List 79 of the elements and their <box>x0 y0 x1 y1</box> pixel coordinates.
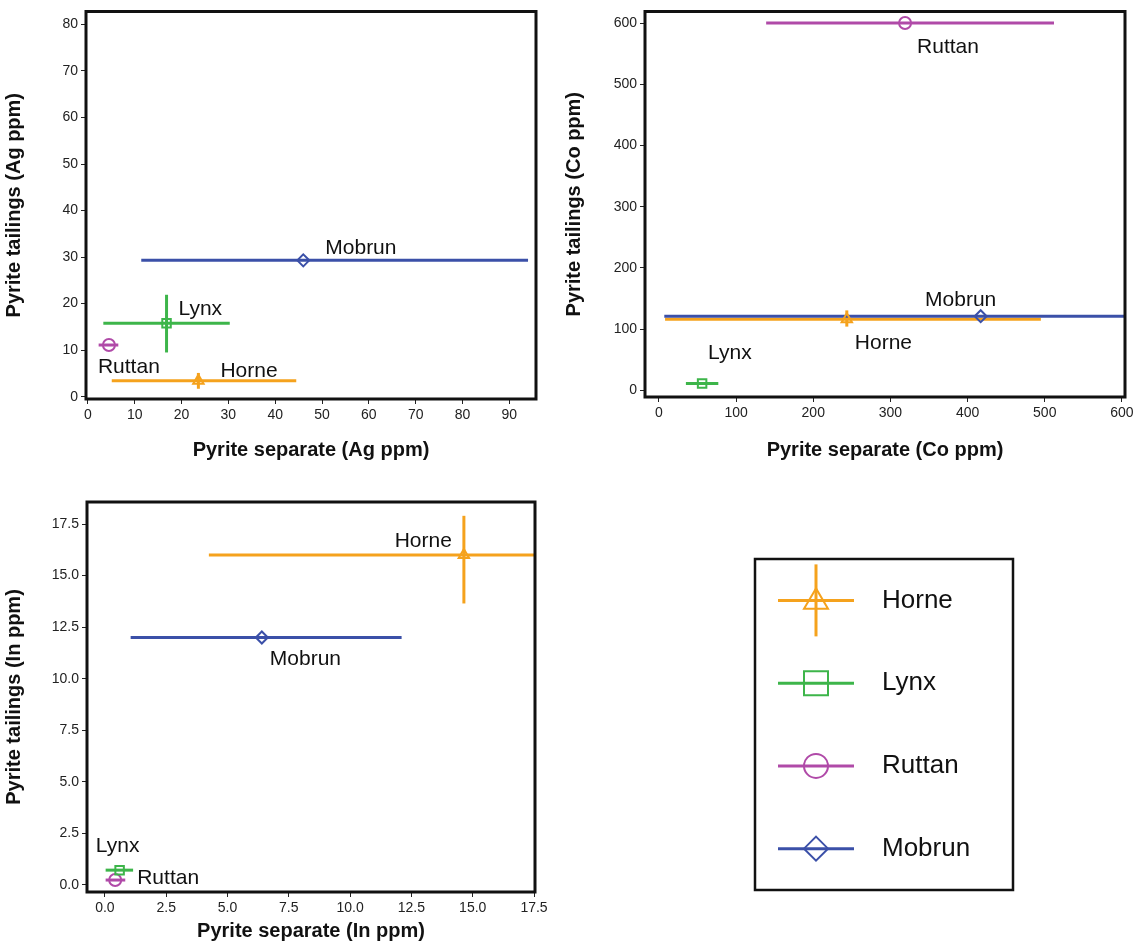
point <box>254 630 269 645</box>
point <box>696 378 708 389</box>
point <box>973 309 988 324</box>
x-tick-label: 500 <box>1033 404 1057 421</box>
x-axis-title: Pyrite separate (Ag ppm) <box>192 437 430 460</box>
series-label: Mobrun <box>925 287 997 310</box>
y-tick-label: 70 <box>62 61 79 78</box>
x-tick-label: 600 <box>1110 404 1134 421</box>
series-label: Ruttan <box>917 33 979 57</box>
y-tick-label: 5.0 <box>59 772 80 789</box>
y-tick-label: 0 <box>629 381 638 398</box>
x-tick-label: 10 <box>126 406 143 423</box>
y-tick-label: 7.5 <box>59 721 80 738</box>
x-tick-label: 0 <box>654 404 663 421</box>
series-label: Mobrun <box>325 235 397 259</box>
x-tick-label: 50 <box>314 406 330 423</box>
point <box>840 312 853 324</box>
x-tick-label: 40 <box>267 406 284 423</box>
text: Horne <box>394 527 452 551</box>
x-tick-label: 80 <box>454 406 471 423</box>
y-tick-label: 80 <box>62 15 79 32</box>
y-tick-label: 0.0 <box>59 875 80 892</box>
x-tick-label: 20 <box>173 406 190 423</box>
x-tick-label: 0.0 <box>95 899 115 916</box>
text: Mobrun <box>269 646 342 670</box>
y-axis-title: Pyrite tailings (Co ppm) <box>561 91 584 317</box>
y-tick-label: 20 <box>62 294 79 311</box>
y-tick-label: 600 <box>613 13 638 30</box>
x-tick-label: 300 <box>878 404 903 421</box>
x-tick-label: 12.5 <box>397 899 426 916</box>
y-tick-label: 2.5 <box>59 824 80 841</box>
y-tick-label: 100 <box>613 319 638 336</box>
point <box>108 873 123 888</box>
y-tick-label: 10.0 <box>51 669 80 686</box>
point <box>114 864 125 876</box>
text: Ruttan <box>137 864 200 888</box>
x-tick-label: 400 <box>955 404 980 421</box>
y-tick-label: 0 <box>70 387 79 404</box>
y-tick-label: 40 <box>62 201 79 218</box>
x-tick-label: 70 <box>407 406 424 423</box>
x-tick-label: 5.0 <box>217 899 238 916</box>
y-tick-label: 300 <box>613 197 638 214</box>
y-tick-label: 60 <box>62 108 79 125</box>
x-tick-label: 7.5 <box>279 899 299 916</box>
series-label: Ruttan <box>97 353 160 377</box>
x-tick-label: 15.0 <box>459 899 487 916</box>
series-label: Lynx <box>178 295 223 319</box>
text: Lynx <box>95 832 140 856</box>
x-tick-label: 90 <box>501 406 518 423</box>
point <box>898 16 913 31</box>
x-tick-label: 10.0 <box>336 899 364 916</box>
x-tick-label: 30 <box>220 406 237 423</box>
y-axis-title: Pyrite tailings (Ag ppm) <box>1 92 24 318</box>
legend-label: Ruttan <box>882 749 959 780</box>
y-tick-label: 12.5 <box>51 618 80 635</box>
legend-label: Horne <box>882 583 953 614</box>
legend-label: Lynx <box>882 666 936 697</box>
x-tick-label: 2.5 <box>156 899 177 916</box>
y-tick-label: 30 <box>62 247 79 264</box>
x-axis-title: Pyrite separate (Co ppm) <box>766 437 1004 460</box>
x-tick-label: 17.5 <box>520 899 548 916</box>
y-tick-label: 400 <box>613 136 638 153</box>
x-tick-label: 200 <box>801 404 826 421</box>
x-axis-title: Pyrite separate (In ppm) <box>197 918 425 941</box>
x-tick-label: 0 <box>83 406 92 423</box>
series-label: Horne <box>854 330 912 354</box>
y-tick-label: 200 <box>613 258 638 275</box>
series-label: Horne <box>220 357 278 381</box>
series-label: Lynx <box>708 340 753 364</box>
point <box>457 548 471 559</box>
x-tick-label: 100 <box>724 404 748 421</box>
y-tick-label: 500 <box>613 75 638 92</box>
y-axis-title: Pyrite tailings (In ppm) <box>1 589 24 805</box>
x-tick-label: 60 <box>361 406 377 423</box>
y-tick-label: 17.5 <box>51 514 80 531</box>
y-tick-label: 15.0 <box>51 566 80 583</box>
legend-label: Mobrun <box>882 831 971 862</box>
y-tick-label: 50 <box>62 154 79 171</box>
y-tick-label: 10 <box>62 341 79 357</box>
